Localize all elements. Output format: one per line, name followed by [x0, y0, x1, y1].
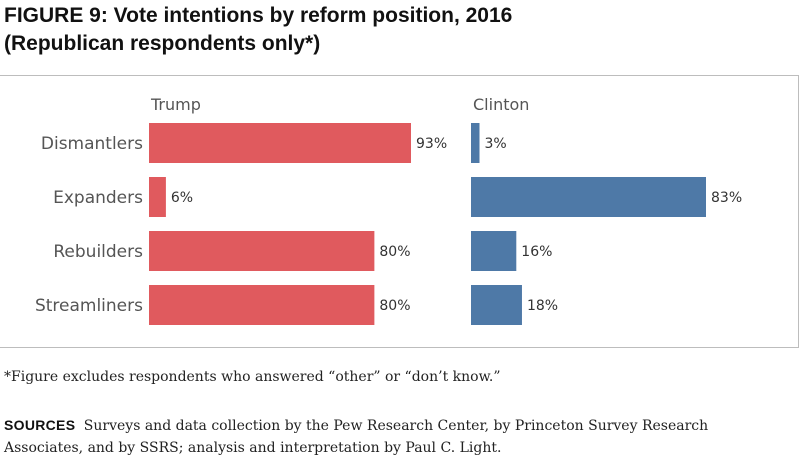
category-label-expanders: Expanders [53, 188, 143, 208]
value-label-clinton-rebuilders: 16% [521, 244, 552, 260]
bar-trump-expanders [149, 177, 166, 217]
value-label-trump-rebuilders: 80% [379, 244, 410, 260]
category-label-rebuilders: Rebuilders [53, 242, 143, 262]
bar-chart: Dismantlers Expanders Rebuilders Streamline… [35, 95, 742, 325]
bar-trump-dismantlers [149, 123, 411, 163]
category-label-dismantlers: Dismantlers [41, 134, 143, 154]
footnote: *Figure excludes respondents who answere… [4, 369, 501, 385]
value-label-clinton-dismantlers: 3% [484, 136, 506, 152]
value-label-trump-expanders: 6% [171, 190, 193, 206]
sources-label: SOURCES [4, 417, 76, 433]
bar-clinton-expanders [471, 177, 706, 217]
chart-frame: Dismantlers Expanders Rebuilders Streamline… [0, 75, 799, 348]
bar-clinton-rebuilders [471, 231, 517, 271]
sources-text: Surveys and data collection by the Pew R… [4, 418, 709, 456]
category-label-streamliners: Streamliners [35, 296, 143, 316]
value-label-clinton-streamliners: 18% [527, 298, 558, 314]
panel-title-trump: Trump [150, 95, 201, 114]
bar-clinton-dismantlers [471, 123, 480, 163]
figure-title: FIGURE 9: Vote intentions by reform posi… [4, 2, 784, 58]
value-label-trump-streamliners: 80% [379, 298, 410, 314]
value-label-clinton-expanders: 83% [711, 190, 742, 206]
bar-clinton-streamliners [471, 285, 522, 325]
figure-title-line-1: FIGURE 9: Vote intentions by reform posi… [4, 4, 513, 27]
figure-title-line-2: (Republican respondents only*) [4, 32, 321, 55]
sources-note: SOURCES Surveys and data collection by t… [4, 414, 784, 459]
panel-title-clinton: Clinton [473, 95, 529, 114]
bar-trump-rebuilders [149, 231, 375, 271]
value-label-trump-dismantlers: 93% [416, 136, 447, 152]
bar-trump-streamliners [149, 285, 375, 325]
